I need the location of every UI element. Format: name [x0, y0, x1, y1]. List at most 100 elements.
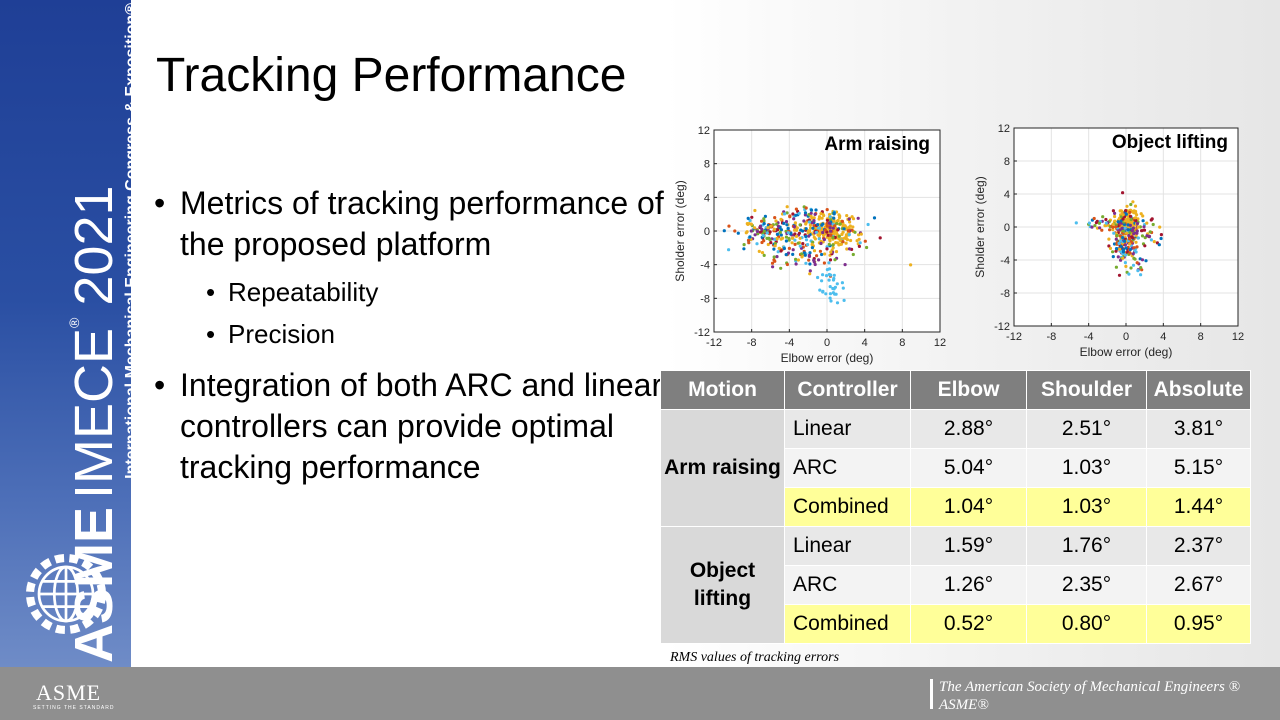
scatter-point: [1135, 245, 1139, 249]
scatter-point: [1134, 240, 1138, 244]
scatter-point: [1131, 200, 1135, 204]
scatter-point: [1134, 218, 1138, 223]
scatter-point: [817, 215, 822, 219]
scatter-point: [779, 237, 783, 241]
scatter-point: [851, 217, 856, 221]
scatter-point: [1142, 228, 1147, 232]
scatter-point: [1135, 221, 1140, 226]
scatter-point: [822, 213, 826, 218]
scatter-point: [791, 212, 795, 216]
scatter-point: [835, 222, 839, 226]
scatter-point: [800, 252, 804, 256]
x-tick-label: 0: [1123, 331, 1129, 343]
y-tick-label: 8: [704, 159, 710, 171]
table-row-highlighted: Combined 0.52° 0.80° 0.95°: [661, 604, 1251, 644]
scatter-point: [838, 222, 842, 226]
table-row: ARC 5.04° 1.03° 5.15°: [661, 448, 1251, 488]
x-tick-label: -4: [784, 337, 794, 349]
scatter-point: [817, 258, 821, 262]
scatter-point: [1119, 239, 1123, 243]
scatter-point: [1132, 246, 1136, 250]
scatter-point: [797, 211, 801, 215]
scatter-point: [832, 216, 836, 220]
scatter-point: [1114, 265, 1118, 269]
scatter-point: [1151, 222, 1155, 227]
scatter-point: [1121, 217, 1125, 221]
x-tick-label: -8: [1046, 331, 1056, 343]
scatter-point: [771, 265, 775, 269]
x-tick-label: -4: [1084, 331, 1094, 343]
scatter-point: [1093, 224, 1097, 228]
scatter-point: [1116, 220, 1120, 224]
scatter-point: [1158, 225, 1162, 229]
scatter-point: [812, 219, 816, 223]
scatter-point: [872, 216, 877, 220]
scatter-point: [762, 222, 766, 226]
x-tick-label: -8: [747, 337, 757, 349]
scatter-point: [791, 248, 795, 252]
scatter-point: [1090, 225, 1094, 229]
footer-bar: ASME SETTING THE STANDARD The American S…: [0, 667, 1280, 720]
footer-logo-tagline: SETTING THE STANDARD: [33, 705, 115, 711]
scatter-point: [1113, 219, 1117, 223]
scatter-point: [1127, 272, 1131, 276]
scatter-point: [828, 296, 832, 300]
scatter-point: [776, 224, 780, 228]
scatter-point: [779, 228, 783, 232]
scatter-point: [807, 229, 811, 233]
scatter-point: [1129, 217, 1133, 222]
scatter-point: [1128, 248, 1132, 252]
scatter-point: [820, 216, 824, 220]
scatter-point: [1123, 243, 1127, 247]
scatter-point: [1108, 228, 1112, 232]
scatter-point: [1135, 213, 1139, 217]
scatter-point: [812, 258, 816, 262]
scatter-point: [815, 254, 819, 258]
scatter-point: [825, 208, 829, 212]
scatter-point: [794, 207, 798, 211]
scatter-point: [1142, 225, 1146, 229]
scatter-point: [1121, 256, 1125, 260]
scatter-point: [845, 247, 849, 251]
x-tick-label: 12: [934, 337, 946, 349]
scatter-point: [1159, 236, 1163, 241]
scatter-point: [727, 224, 731, 228]
y-tick-label: 4: [1004, 189, 1010, 201]
shoulder-cell: 1.03°: [1026, 448, 1147, 488]
scatter-point: [851, 225, 855, 229]
scatter-point: [823, 252, 827, 256]
scatter-point: [1128, 242, 1132, 246]
scatter-point: [801, 242, 805, 246]
scatter-point: [749, 229, 753, 233]
footer-asme-logo: ASME: [36, 680, 102, 705]
scatter-point: [821, 273, 825, 277]
scatter-point: [1098, 226, 1102, 230]
scatter-point: [1112, 231, 1116, 235]
scatter-point: [1139, 266, 1143, 270]
scatter-point: [1115, 234, 1119, 238]
scatter-point: [1157, 243, 1161, 247]
scatter-point: [773, 241, 777, 246]
y-axis-label: Sholder error (deg): [973, 176, 987, 277]
scatter-point: [1121, 229, 1125, 233]
table-row: Object lifting Linear 1.59° 1.76° 2.37°: [660, 526, 1251, 644]
scatter-point: [821, 222, 825, 226]
object-lifting-scatter-plot: -12 -8 -4 0 4 8 12 12 8 4 0 -4 -8 -12 Elbow error (deg…: [970, 120, 1250, 369]
scatter-point: [1128, 231, 1132, 235]
scatter-point: [814, 230, 819, 234]
scatter-point: [812, 224, 816, 228]
scatter-point: [822, 261, 826, 265]
scatter-point: [808, 262, 812, 266]
scatter-point: [837, 213, 841, 217]
scatter-point: [785, 211, 789, 215]
scatter-point: [1114, 225, 1118, 229]
scatter-point: [1125, 204, 1129, 208]
vertical-subtitle: International Mechanical Engineering Con…: [123, 3, 140, 479]
table-row-highlighted: Combined 1.04° 1.03° 1.44°: [661, 487, 1251, 527]
scatter-point: [1128, 214, 1133, 218]
scatter-point: [1107, 244, 1111, 248]
scatter-point: [828, 215, 832, 219]
scatter-point: [808, 223, 812, 227]
x-tick-label: 8: [899, 337, 905, 349]
scatter-point: [793, 221, 797, 225]
